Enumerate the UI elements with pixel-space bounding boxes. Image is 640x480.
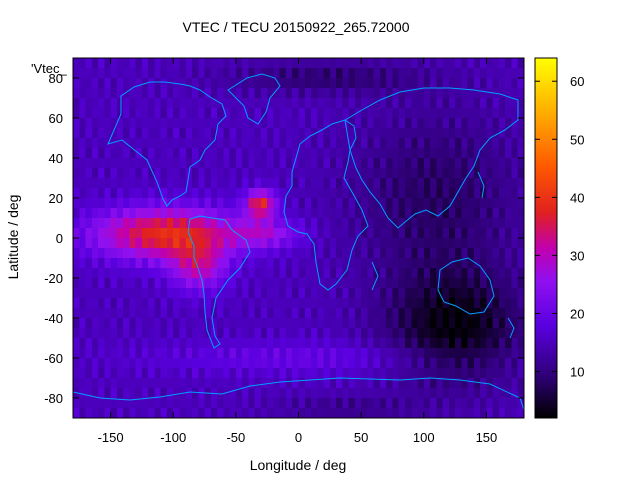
colorbar-tick-label: 40 (570, 190, 584, 205)
y-tick-label: -40 (44, 311, 63, 326)
coastlines (72, 73, 525, 411)
x-tick-label: 100 (413, 430, 435, 445)
vtec-heatmap-image (73, 58, 524, 418)
coastline-north-america (107, 81, 227, 207)
x-tick-label: -150 (98, 430, 124, 445)
coastline-europe-africa (283, 119, 369, 291)
x-tick-label: 0 (295, 430, 302, 445)
coastline-antarctica (72, 377, 525, 411)
coastline-new-zealand (507, 317, 515, 339)
coastline-australia (437, 257, 495, 315)
x-tick-label: 50 (354, 430, 368, 445)
y-tick-label: -60 (44, 351, 63, 366)
y-axis-ticks: 80 60 40 20 0 -20 -40 -60 -80 (44, 71, 524, 406)
coastline-greenland (227, 73, 281, 125)
y-tick-label: -20 (44, 271, 63, 286)
y-tick-label: 20 (49, 191, 63, 206)
coastline-south-america (187, 215, 251, 349)
heatmap-area: 'Vtec_ (31, 57, 525, 419)
x-axis-ticks: -150 -100 -50 0 50 100 150 (98, 58, 498, 445)
colorbar-tick-label: 20 (570, 306, 584, 321)
chart-title: VTEC / TECU 20150922_265.72000 (182, 19, 409, 35)
colorbar-tick-label: 30 (570, 248, 584, 263)
colorbar-tick-label: 10 (570, 365, 584, 380)
colorbar: 10 20 30 40 50 60 (534, 57, 584, 419)
colorbar-gradient (534, 57, 558, 419)
y-axis-title: Latitude / deg (5, 195, 21, 280)
colorbar-ticks: 10 20 30 40 50 60 (535, 74, 584, 380)
coastline-japan (477, 171, 485, 199)
colorbar-tick-label: 60 (570, 74, 584, 89)
legend-key: 'Vtec_ (31, 61, 67, 76)
x-axis-title: Longitude / deg (250, 457, 347, 473)
x-tick-label: 150 (476, 430, 498, 445)
x-tick-label: -50 (226, 430, 245, 445)
y-tick-label: 40 (49, 151, 63, 166)
y-tick-label: 80 (49, 71, 63, 86)
colorbar-tick-label: 50 (570, 132, 584, 147)
y-tick-label: 60 (49, 111, 63, 126)
coastline-madagascar (371, 261, 379, 291)
x-tick-label: -100 (160, 430, 186, 445)
y-tick-label: -80 (44, 391, 63, 406)
y-tick-label: 0 (56, 231, 63, 246)
coastline-asia (344, 87, 519, 229)
